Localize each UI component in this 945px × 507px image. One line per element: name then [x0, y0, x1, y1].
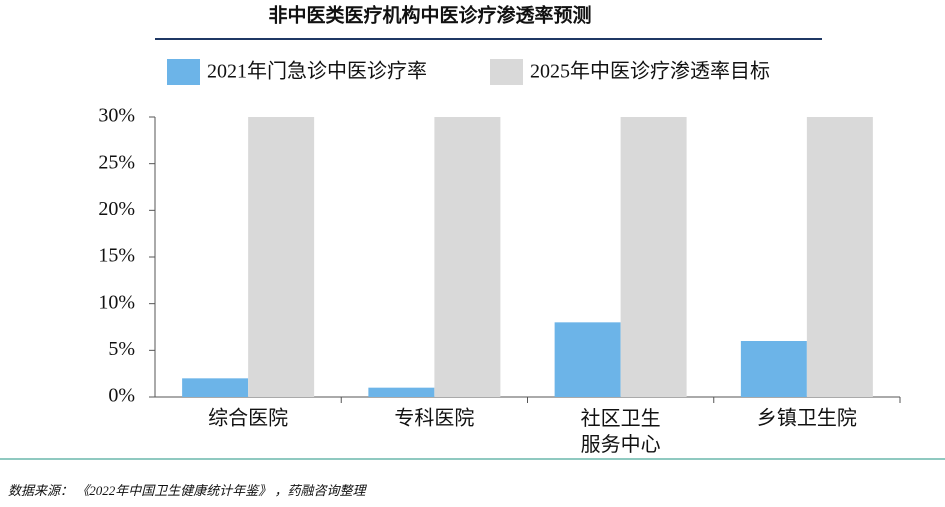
bar: [368, 387, 435, 397]
y-tick-label: 25%: [98, 151, 135, 173]
legend-label: 2025年中医诊疗渗透率目标: [530, 60, 770, 83]
bar: [740, 341, 807, 397]
y-tick-label: 5%: [108, 338, 135, 360]
x-tick-label: 乡镇卫生院: [757, 407, 857, 430]
source-note: 数据来源： 《2022年中国卫生健康统计年鉴》 ，药融咨询整理: [8, 483, 368, 498]
y-tick-label: 20%: [98, 198, 135, 220]
x-tick-label: 社区卫生服务中心: [581, 407, 661, 456]
chart-title: 非中医类医疗机构中医诊疗渗透率预测: [268, 3, 591, 26]
y-tick-label: 30%: [98, 105, 135, 127]
legend-swatch: [490, 59, 523, 85]
bar: [554, 322, 621, 397]
x-tick-label: 专科医院: [394, 407, 474, 430]
bar: [248, 117, 315, 397]
y-tick-label: 10%: [98, 291, 135, 313]
legend-swatch: [167, 59, 200, 85]
x-tick-label-line: 服务中心: [581, 433, 661, 456]
bar: [434, 117, 501, 397]
legend-label: 2021年门急诊中医诊疗率: [207, 60, 427, 83]
bar: [806, 117, 873, 397]
y-tick-label: 15%: [98, 245, 135, 267]
x-tick-label: 综合医院: [208, 407, 288, 430]
bar: [620, 117, 687, 397]
bar: [182, 378, 249, 397]
x-tick-label-line: 社区卫生: [581, 407, 661, 430]
y-tick-label: 0%: [108, 385, 135, 407]
